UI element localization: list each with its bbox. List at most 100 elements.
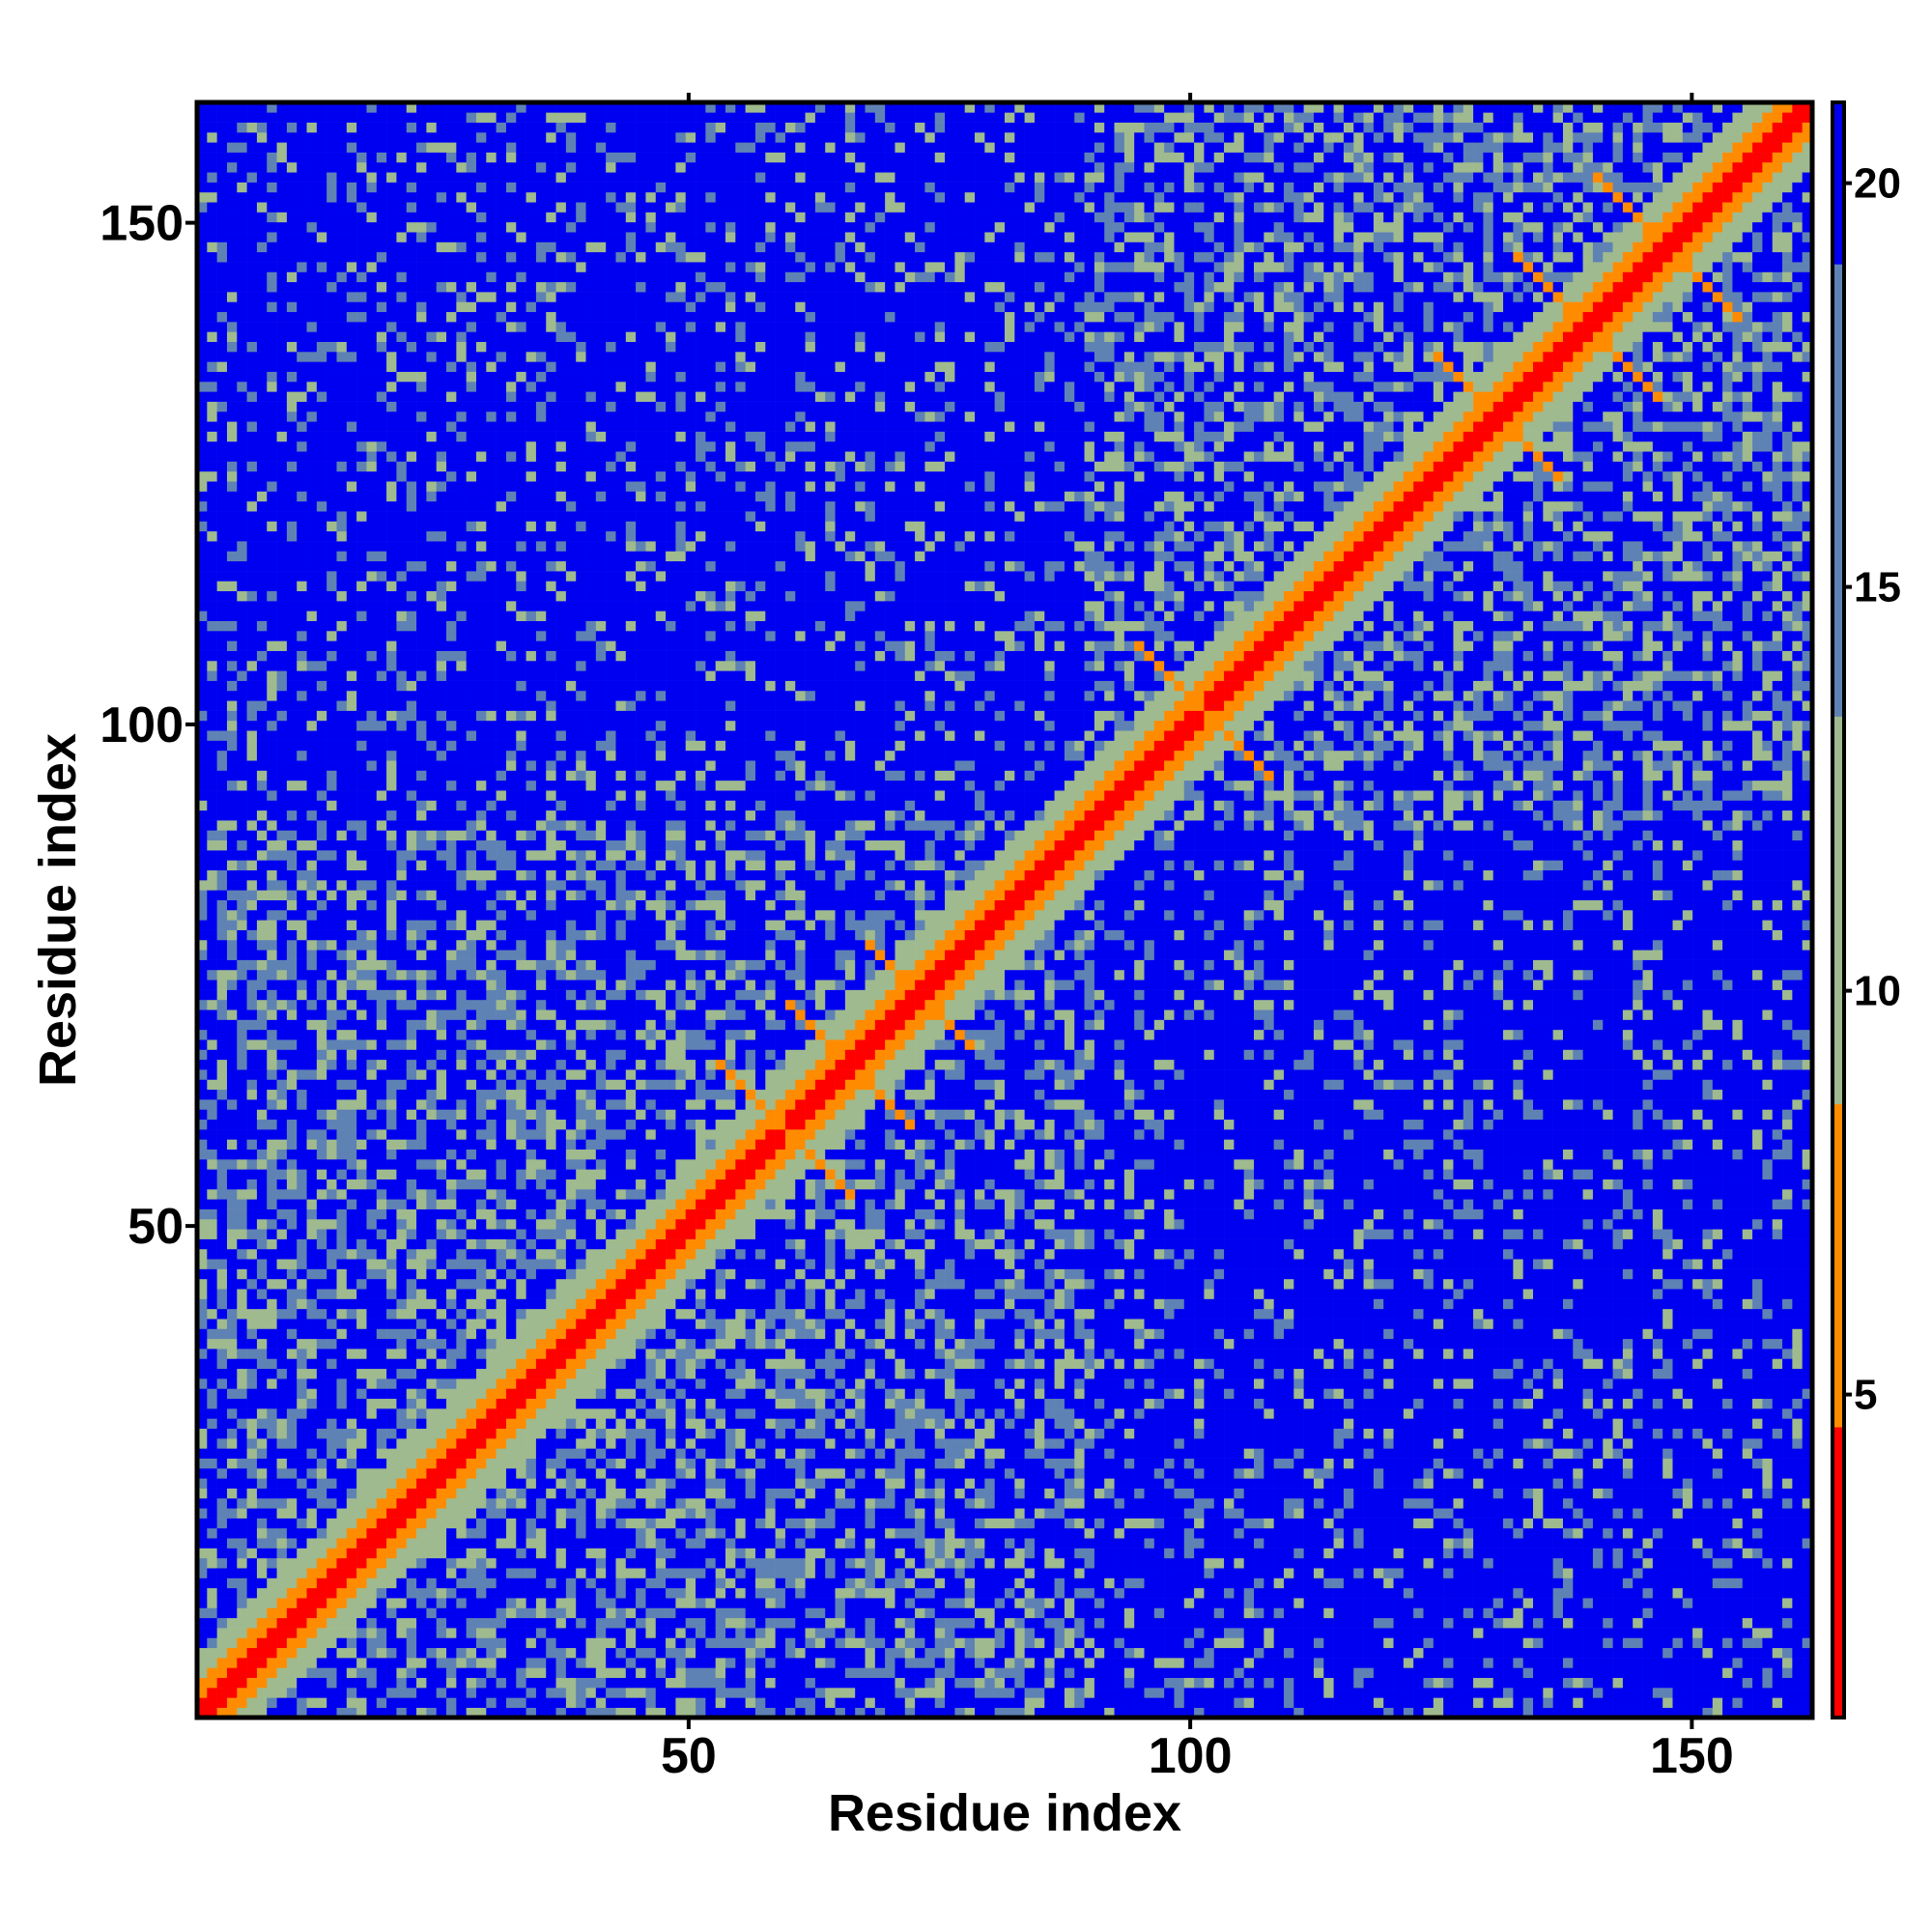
heatmap-cell (247, 581, 258, 591)
heatmap-cell (227, 1229, 238, 1239)
heatmap-cell (237, 760, 247, 771)
heatmap-cell (247, 531, 258, 542)
heatmap-cell (257, 1000, 268, 1010)
heatmap-cell (277, 651, 288, 662)
heatmap-cell (227, 192, 238, 203)
heatmap-cell (207, 541, 217, 552)
heatmap-cell (227, 1030, 238, 1040)
heatmap-cell (207, 153, 217, 163)
heatmap-cell (237, 521, 247, 531)
heatmap-cell (247, 142, 258, 153)
heatmap-cell (247, 1588, 258, 1599)
heatmap-cells (197, 102, 1812, 1718)
heatmap-cell (267, 1060, 277, 1070)
heatmap-cell (217, 1060, 228, 1070)
heatmap-cell (277, 571, 288, 582)
heatmap-cell (227, 142, 238, 153)
heatmap-cell (227, 571, 238, 582)
heatmap-cell (227, 481, 238, 492)
heatmap-cell (207, 292, 217, 302)
heatmap-cell (237, 391, 247, 402)
heatmap-cell (257, 1219, 268, 1230)
heatmap-cell (207, 412, 217, 422)
heatmap-cell (277, 1259, 288, 1269)
heatmap-cell (277, 1438, 288, 1449)
heatmap-cell (207, 342, 217, 353)
heatmap-cell (237, 681, 247, 692)
heatmap-cell (267, 1418, 277, 1429)
heatmap-cell (247, 1408, 258, 1419)
heatmap-cell (277, 1498, 288, 1509)
heatmap-cell (267, 1209, 277, 1220)
heatmap-cell (277, 1468, 288, 1479)
heatmap-cell (277, 1538, 288, 1548)
heatmap-cell (217, 132, 228, 143)
heatmap-cell (237, 721, 247, 731)
heatmap-cell (257, 1468, 268, 1479)
heatmap-cell (207, 571, 217, 582)
heatmap-cell (237, 402, 247, 412)
heatmap-cell (247, 900, 258, 911)
heatmap-cell (227, 810, 238, 821)
heatmap-cell (267, 990, 277, 1001)
heatmap-cell (277, 1309, 288, 1320)
heatmap-cell (267, 640, 277, 651)
heatmap-cell (257, 551, 268, 561)
heatmap-cell (267, 1069, 277, 1080)
heatmap-cell (267, 1528, 277, 1539)
heatmap-cell (277, 1099, 288, 1110)
heatmap-cell (207, 492, 217, 502)
heatmap-cell (217, 1658, 228, 1668)
heatmap-cell (207, 1339, 217, 1350)
heatmap-cell (257, 1568, 268, 1578)
heatmap-cell (227, 1468, 238, 1479)
heatmap-cell (207, 960, 217, 971)
heatmap-cell (247, 1399, 258, 1409)
heatmap-cell (207, 1049, 217, 1060)
heatmap-cell (227, 1508, 238, 1519)
heatmap-cell (267, 980, 277, 990)
heatmap-cell (207, 1129, 217, 1140)
heatmap-cell (227, 1249, 238, 1260)
heatmap-cell (257, 382, 268, 392)
heatmap-cell (247, 1578, 258, 1589)
heatmap-cell (267, 1438, 277, 1449)
heatmap-cell (267, 1000, 277, 1010)
heatmap-cell (257, 312, 268, 323)
heatmap-cell (237, 830, 247, 840)
heatmap-cell (247, 391, 258, 402)
heatmap-cell (277, 1090, 288, 1100)
heatmap-cell (257, 112, 268, 123)
heatmap-cell (217, 1229, 228, 1239)
heatmap-cell (247, 890, 258, 900)
heatmap-cell (257, 322, 268, 332)
heatmap-cell (247, 571, 258, 582)
heatmap-cell (247, 382, 258, 392)
heatmap-cell (217, 432, 228, 442)
heatmap-cell (227, 830, 238, 840)
heatmap-cell (277, 1000, 288, 1010)
heatmap-cell (237, 421, 247, 432)
heatmap-cell (227, 1418, 238, 1429)
heatmap-cell (217, 1199, 228, 1209)
heatmap-cell (267, 571, 277, 582)
heatmap-cell (257, 1378, 268, 1389)
heatmap-cell (277, 1109, 288, 1120)
heatmap-cell (217, 1339, 228, 1350)
heatmap-cell (277, 1279, 288, 1290)
heatmap-cell (217, 1548, 228, 1559)
heatmap-cell (257, 1358, 268, 1369)
heatmap-cell (277, 1139, 288, 1150)
heatmap-cell (207, 432, 217, 442)
heatmap-cell (227, 352, 238, 362)
heatmap-cell (217, 1448, 228, 1459)
heatmap-cell (257, 1598, 268, 1608)
heatmap-cell (207, 711, 217, 722)
heatmap-cell (227, 1328, 238, 1339)
heatmap-cell (217, 1528, 228, 1539)
heatmap-cell (207, 700, 217, 711)
heatmap-cell (217, 1519, 228, 1529)
heatmap-cell (247, 471, 258, 482)
heatmap-cell (247, 1099, 258, 1110)
heatmap-cell (237, 352, 247, 362)
